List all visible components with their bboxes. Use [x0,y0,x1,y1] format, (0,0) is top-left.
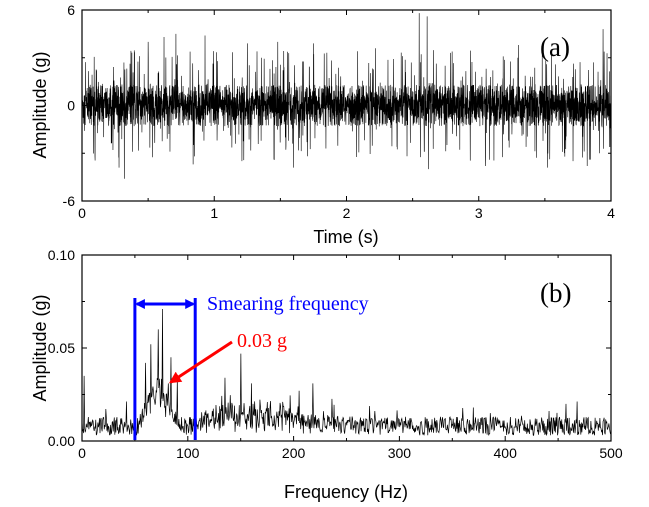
y-tick-label: 0 [67,98,75,114]
panel-b-label: (b) [540,278,571,308]
x-tick-label: 400 [494,445,518,461]
panel-b-ylabel: Amplitude (g) [30,294,50,401]
spectrum-line [81,308,612,437]
x-tick-label: 200 [282,445,306,461]
smearing-frequency-label: Smearing frequency [207,293,369,315]
x-tick-label: 0 [78,205,86,221]
x-tick-label: 100 [176,445,200,461]
x-tick-label: 500 [599,445,623,461]
x-tick-label: 300 [388,445,412,461]
y-tick-label: 6 [67,2,75,18]
y-tick-label: 0.05 [48,340,75,356]
annotation-arrow [168,340,233,384]
panel-b: 0 100 200 300 400 500 0.00 0.05 0.10 Smearing fr… [30,247,623,502]
panel-b-frame [81,254,612,442]
x-tick-label: 1 [210,205,218,221]
x-tick-label: 4 [607,205,615,221]
panel-b-spectrum [81,308,612,437]
panel-b-ticks: 0 100 200 300 400 500 0.00 0.05 0.10 [48,247,623,461]
panel-a-label: (a) [540,32,570,62]
panel-a-ticks: 0 1 2 3 4-606 [63,2,616,221]
panel-a-xlabel: Time (s) [313,227,378,247]
y-tick-label: 0.10 [48,247,75,263]
x-tick-label: 0 [78,445,86,461]
smearing-band [133,298,197,440]
annotation-0p03g-text: 0.03 g [237,330,287,352]
panel-b-xlabel: Frequency (Hz) [284,482,408,502]
panel-a-signal [81,13,612,179]
panel-a: 0 1 2 3 4-606 (a) Time (s) Amplitude (g) [30,2,615,247]
y-tick-label: -6 [63,193,76,209]
time-series-line [81,13,612,179]
x-tick-label: 2 [343,205,351,221]
panel-a-ylabel: Amplitude (g) [30,51,50,158]
annotation-0p03g [168,340,233,384]
x-tick-label: 3 [475,205,483,221]
y-tick-label: 0.00 [48,433,75,449]
